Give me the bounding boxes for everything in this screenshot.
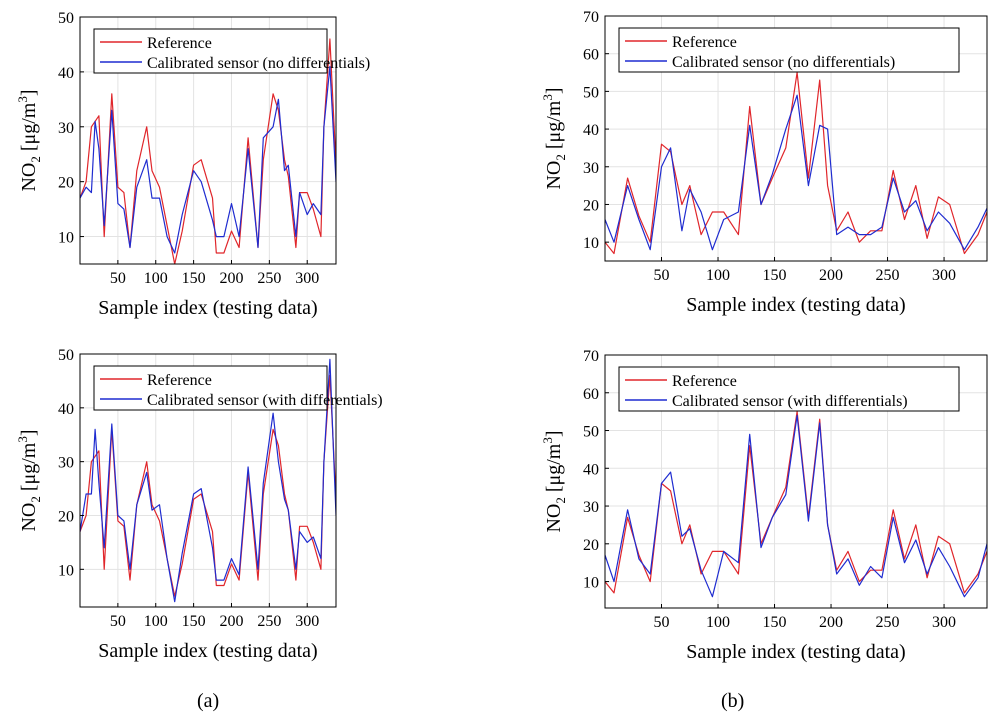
y-tick-label: 30 [58,455,74,472]
series-line-sensor [605,94,987,251]
x-tick-label: 150 [763,267,787,284]
x-tick-label: 100 [706,614,730,631]
y-tick-label: 20 [58,508,74,525]
x-tick-label: 100 [144,613,168,630]
x-tick-label: 250 [257,270,281,287]
y-tick-label: 30 [583,499,599,516]
x-tick-label: 50 [110,270,126,287]
axes-box [79,353,337,608]
legend-entry: Calibrated sensor (with differentials) [672,393,908,410]
legend-entry: Reference [672,373,737,390]
series-line-sensor [605,414,987,598]
x-tick-label: 150 [182,613,206,630]
chart-b-top: 50 100 150 200 250 300 10 20 30 40 50 60 70 Sample in… [540,9,988,316]
legend [93,28,328,74]
caption-b: (b) [721,690,745,712]
legend [93,365,328,411]
x-tick-label: 50 [654,267,670,284]
legend-entry: Reference [672,34,737,51]
x-tick-label: 200 [819,614,843,631]
x-axis-label: Sample index (testing data) [686,641,905,663]
series-line-sensor [80,358,336,603]
legend-entry: Calibrated sensor (no differentials) [672,54,895,71]
y-tick-label: 70 [583,9,599,26]
y-tick-label: 10 [583,235,599,252]
x-tick-label: 50 [110,613,126,630]
x-tick-label: 250 [257,613,281,630]
y-tick-label: 40 [583,461,599,478]
x-axis-label: Sample index (testing data) [686,294,905,316]
legend-entry: Reference [147,372,212,389]
x-tick-label: 200 [219,613,243,630]
y-tick-label: 50 [583,84,599,101]
legend-entry: Reference [147,35,212,52]
y-tick-label: 30 [58,120,74,137]
x-tick-label: 150 [763,614,787,631]
x-axis-label: Sample index (testing data) [98,297,317,319]
x-tick-label: 200 [219,270,243,287]
axes-box [604,15,988,262]
x-tick-label: 300 [932,267,956,284]
y-tick-label: 10 [58,230,74,247]
legend-entry: Calibrated sensor (with differentials) [147,392,383,409]
x-tick-label: 150 [182,270,206,287]
y-tick-label: 10 [58,562,74,579]
series-line-sensor [80,65,336,254]
chart-a-top: 50 100 150 200 250 300 10 20 30 40 50 Sample index … [15,10,370,319]
y-axis-label: NO2 [μg/m3] [15,89,43,191]
caption-a: (a) [197,690,220,712]
x-tick-label: 200 [819,267,843,284]
x-tick-label: 50 [654,614,670,631]
y-tick-label: 20 [58,175,74,192]
legend [618,366,960,412]
x-tick-label: 300 [295,613,319,630]
y-tick-label: 40 [58,65,74,82]
axes-box [79,16,337,265]
y-tick-label: 40 [58,401,74,418]
chart-b-bottom: 50 100 150 200 250 300 10 20 30 40 50 60 70 Sample in… [540,348,988,663]
y-tick-label: 40 [583,122,599,139]
y-tick-label: 20 [583,197,599,214]
legend-entry: Calibrated sensor (no differentials) [147,55,370,72]
x-tick-label: 100 [144,270,168,287]
y-axis-label: NO2 [μg/m3] [15,429,43,531]
x-tick-label: 250 [876,614,900,631]
axes-box [604,354,988,609]
series-line-reference [605,411,987,594]
y-tick-label: 50 [583,424,599,441]
legend [618,27,960,73]
chart-a-bottom: 50 100 150 200 250 300 10 20 30 40 50 Sample index … [15,347,383,662]
y-axis-label: NO2 [μg/m3] [540,87,568,189]
y-tick-label: 50 [58,10,74,27]
y-tick-label: 60 [583,47,599,64]
y-tick-label: 20 [583,537,599,554]
y-tick-label: 10 [583,575,599,592]
y-tick-label: 50 [58,347,74,364]
x-tick-label: 100 [706,267,730,284]
y-tick-label: 60 [583,386,599,403]
y-tick-label: 70 [583,348,599,365]
y-tick-label: 30 [583,160,599,177]
y-axis-label: NO2 [μg/m3] [540,430,568,532]
x-axis-label: Sample index (testing data) [98,640,317,662]
x-tick-label: 250 [876,267,900,284]
x-tick-label: 300 [932,614,956,631]
x-tick-label: 300 [295,270,319,287]
